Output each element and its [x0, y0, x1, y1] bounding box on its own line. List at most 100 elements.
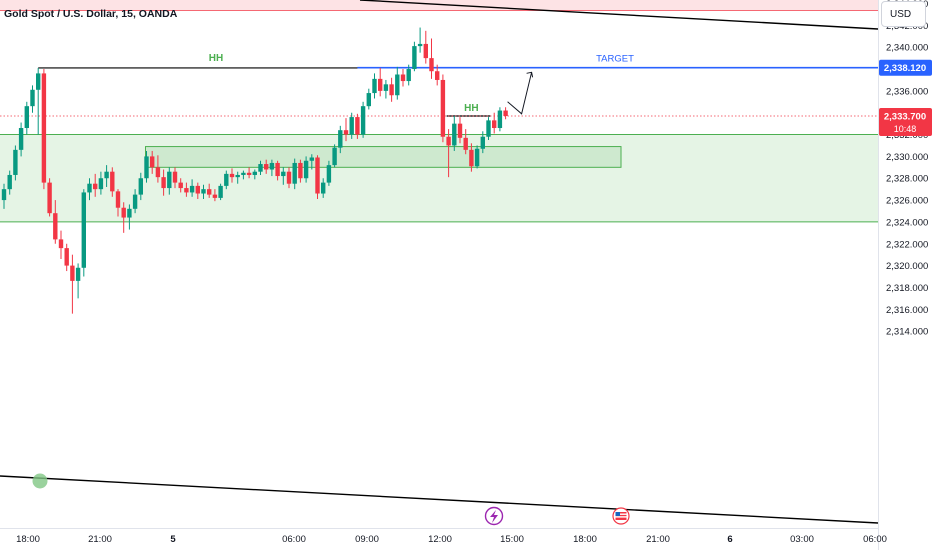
- candle[interactable]: [503, 107, 508, 120]
- candle[interactable]: [81, 189, 86, 277]
- candle[interactable]: [372, 73, 377, 99]
- candle[interactable]: [18, 122, 24, 157]
- last-price-badge[interactable]: [879, 107, 932, 136]
- candle[interactable]: [264, 159, 269, 174]
- candle[interactable]: [258, 160, 263, 175]
- candle[interactable]: [75, 263, 81, 299]
- candle[interactable]: [150, 150, 155, 174]
- candle[interactable]: [64, 243, 69, 272]
- candle[interactable]: [70, 254, 75, 314]
- candle[interactable]: [161, 169, 166, 196]
- candle[interactable]: [463, 129, 468, 155]
- time-axis[interactable]: 18:00 21:00 5 06:00 09:00 12:00 15:00 18:00 21:0…: [0, 528, 887, 546]
- candle[interactable]: [212, 189, 218, 202]
- candle[interactable]: [13, 145, 18, 181]
- candle[interactable]: [412, 41, 417, 72]
- candle[interactable]: [298, 159, 303, 183]
- candle[interactable]: [104, 165, 109, 187]
- session-marker-icon[interactable]: [32, 473, 48, 489]
- candle[interactable]: [184, 182, 189, 197]
- candle[interactable]: [53, 200, 58, 244]
- candle[interactable]: [395, 66, 400, 100]
- candle[interactable]: [269, 159, 275, 177]
- candle[interactable]: [457, 117, 463, 144]
- candle[interactable]: [423, 30, 428, 64]
- candle[interactable]: [155, 155, 161, 183]
- candle[interactable]: [121, 202, 126, 233]
- candle[interactable]: [246, 167, 252, 179]
- candle[interactable]: [167, 167, 172, 195]
- candle[interactable]: [1, 183, 7, 209]
- candle[interactable]: [30, 85, 35, 113]
- candle[interactable]: [469, 143, 474, 172]
- candle[interactable]: [189, 179, 195, 197]
- candle[interactable]: [480, 131, 485, 154]
- candle[interactable]: [321, 178, 326, 198]
- candle[interactable]: [207, 183, 212, 198]
- candle[interactable]: [138, 172, 143, 201]
- candle[interactable]: [326, 160, 332, 186]
- candle[interactable]: [446, 129, 451, 178]
- candle[interactable]: [497, 107, 503, 132]
- candle[interactable]: [338, 125, 343, 154]
- candle[interactable]: [241, 170, 246, 180]
- candle[interactable]: [235, 171, 240, 184]
- candle[interactable]: [110, 167, 115, 197]
- candle[interactable]: [309, 154, 314, 170]
- candle[interactable]: [178, 178, 183, 193]
- candle[interactable]: [474, 145, 480, 169]
- candle[interactable]: [292, 158, 297, 190]
- candle[interactable]: [98, 171, 104, 195]
- currency-button[interactable]: USD: [881, 1, 926, 27]
- flash-event-icon[interactable]: [484, 506, 504, 526]
- candle[interactable]: [315, 155, 320, 199]
- candle[interactable]: [435, 64, 440, 86]
- candle[interactable]: [252, 169, 257, 180]
- candle[interactable]: [452, 115, 457, 151]
- candle[interactable]: [87, 178, 92, 201]
- candle[interactable]: [389, 77, 394, 102]
- candle[interactable]: [58, 230, 64, 260]
- candle[interactable]: [360, 101, 366, 138]
- candle[interactable]: [332, 144, 337, 168]
- candle[interactable]: [224, 170, 229, 190]
- candle[interactable]: [7, 170, 12, 195]
- candle[interactable]: [286, 167, 292, 189]
- candle[interactable]: [41, 69, 47, 190]
- price-axis[interactable]: 2,314.000 2,316.000 2,318.000 2,320.000 2,32…: [878, 0, 932, 550]
- candle[interactable]: [429, 38, 434, 79]
- candle[interactable]: [303, 156, 309, 183]
- us-flag-event-icon[interactable]: [612, 507, 630, 525]
- candle[interactable]: [378, 67, 383, 97]
- candle[interactable]: [229, 168, 235, 183]
- candle[interactable]: [383, 79, 389, 99]
- candle[interactable]: [417, 27, 423, 53]
- candle[interactable]: [366, 88, 371, 110]
- candle[interactable]: [47, 178, 52, 217]
- candle[interactable]: [172, 167, 178, 189]
- candle[interactable]: [440, 74, 446, 143]
- candle[interactable]: [93, 173, 98, 197]
- candle[interactable]: [486, 117, 491, 141]
- candle[interactable]: [349, 112, 354, 139]
- candle[interactable]: [36, 67, 41, 135]
- candle[interactable]: [218, 183, 223, 201]
- candle[interactable]: [115, 189, 121, 217]
- candle[interactable]: [201, 184, 206, 199]
- candle[interactable]: [492, 112, 497, 134]
- candle[interactable]: [400, 69, 406, 87]
- candle[interactable]: [275, 160, 280, 181]
- candle[interactable]: [343, 118, 349, 142]
- price-tick-label: 2,314.000: [886, 327, 928, 338]
- candle[interactable]: [132, 189, 138, 214]
- candle[interactable]: [127, 204, 132, 230]
- candle[interactable]: [406, 64, 411, 86]
- candle[interactable]: [144, 150, 149, 183]
- target-price-badge[interactable]: [879, 59, 932, 76]
- candle[interactable]: [355, 113, 360, 139]
- candle[interactable]: [24, 101, 29, 135]
- candle[interactable]: [281, 167, 286, 185]
- candle[interactable]: [195, 182, 200, 199]
